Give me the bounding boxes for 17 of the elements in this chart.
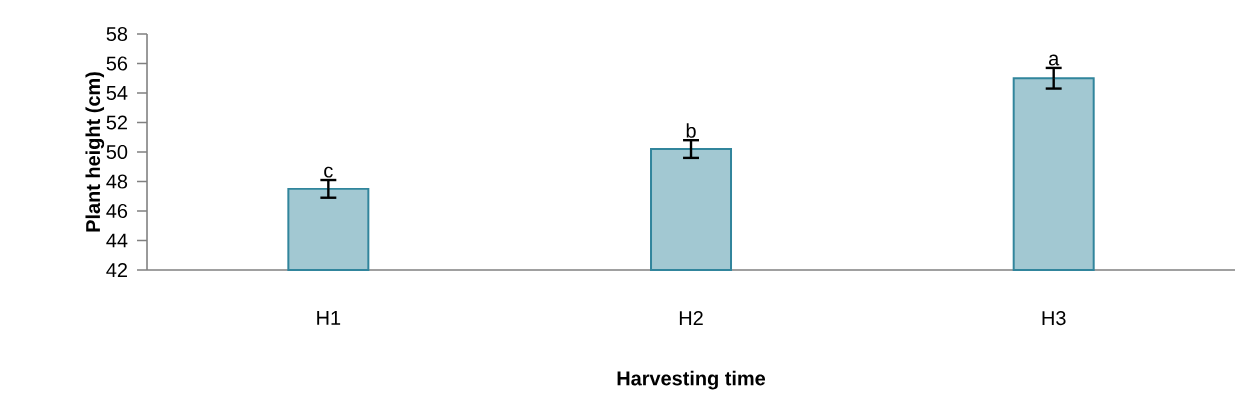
y-tick-label: 52 xyxy=(106,115,127,130)
x-tick-label: H3 xyxy=(1042,311,1066,326)
x-tick-label: H1 xyxy=(317,311,341,325)
annotation: b xyxy=(686,123,696,138)
y-tick-label: 54 xyxy=(106,86,128,100)
y-axis-title: Plant height (cm) xyxy=(85,72,105,232)
annotation: c xyxy=(324,166,333,178)
y-tick-label: 50 xyxy=(106,144,128,160)
y-tick-label: 48 xyxy=(106,174,128,189)
y-tick-label: 58 xyxy=(106,26,128,42)
y-tick-label: 46 xyxy=(106,203,128,219)
annotation: a xyxy=(1048,54,1060,66)
y-tick-label: 42 xyxy=(106,263,127,277)
x-tick-label: H2 xyxy=(679,311,703,325)
x-axis-title: Harvesting time xyxy=(617,370,766,390)
y-tick-label: 56 xyxy=(106,56,128,71)
y-tick-label: 44 xyxy=(106,233,128,248)
